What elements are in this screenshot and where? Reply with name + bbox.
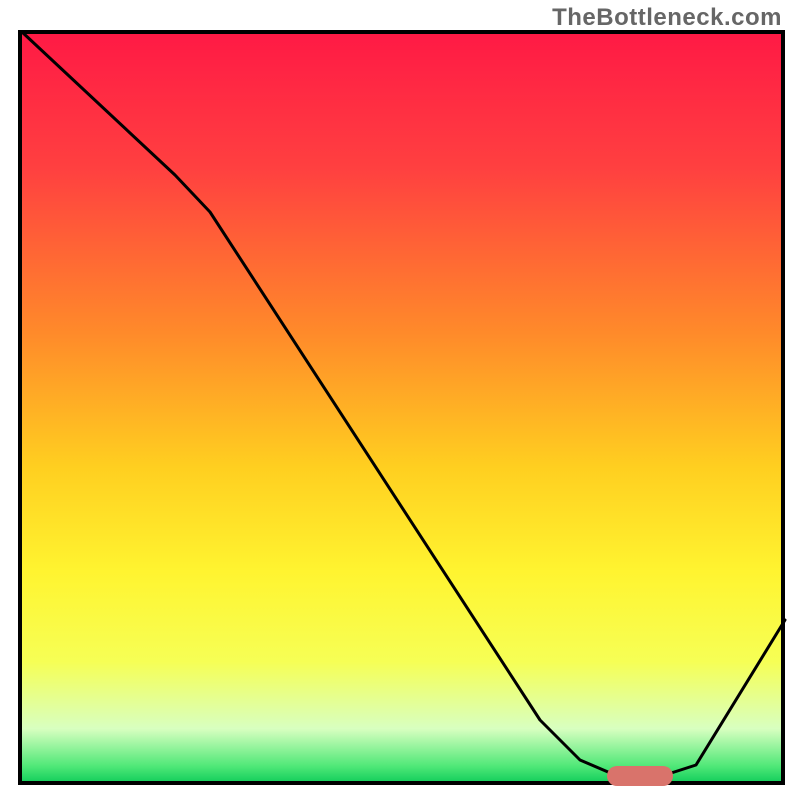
chart-frame: TheBottleneck.com	[0, 0, 800, 800]
bottleneck-curve	[22, 32, 785, 775]
optimal-marker-pill	[607, 766, 673, 786]
curve-svg	[0, 0, 800, 800]
